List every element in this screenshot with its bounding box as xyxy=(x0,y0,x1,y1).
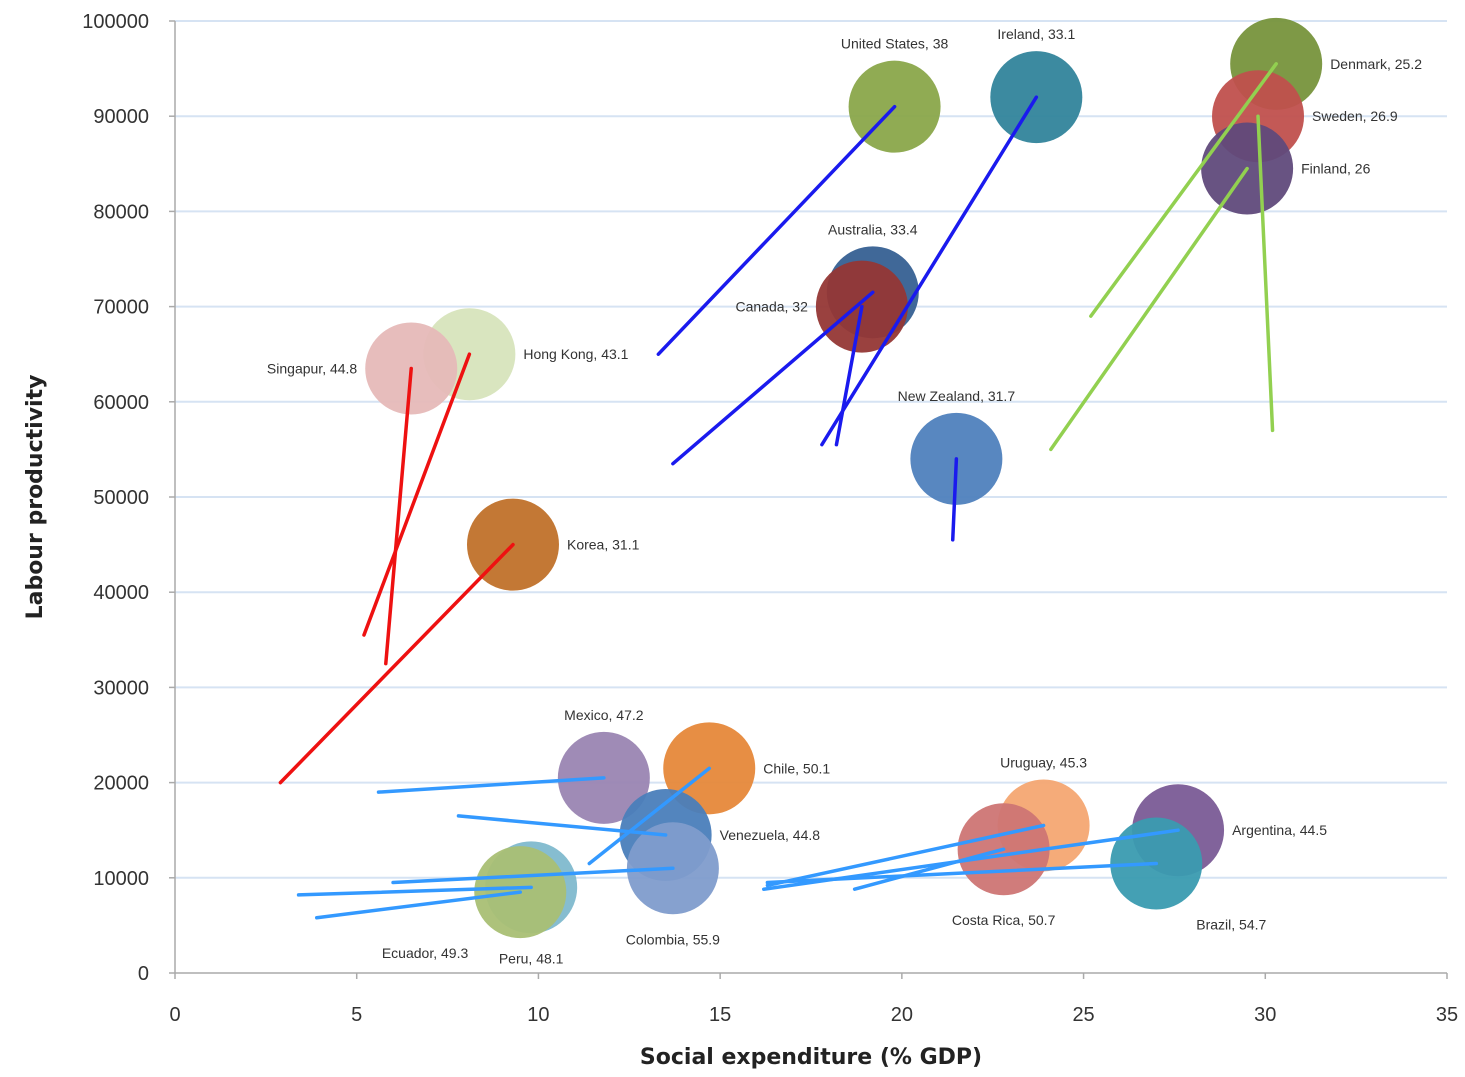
bubble-label: Singapur, 44.8 xyxy=(267,360,358,376)
bubble-label: Peru, 48.1 xyxy=(499,950,564,966)
trend-line xyxy=(765,823,1046,888)
y-axis-title: Labour productivity xyxy=(23,375,48,620)
bubble-label: Sweden, 26.9 xyxy=(1312,108,1398,124)
y-tick-label: 90000 xyxy=(93,106,149,128)
x-tick-label: 30 xyxy=(1254,1004,1276,1026)
y-tick-label: 0 xyxy=(138,963,149,985)
bubble-label: Korea, 31.1 xyxy=(567,537,640,553)
bubble-labels: United States, 38 Ireland, 33.1 Denmark, 2… xyxy=(267,26,1422,966)
trend-line xyxy=(765,861,1159,885)
bubble-label: Chile, 50.1 xyxy=(763,760,830,776)
x-axis-title: Social expenditure (% GDP) xyxy=(640,1045,982,1070)
bubble-label: New Zealand, 31.7 xyxy=(898,388,1016,404)
y-tick-label: 50000 xyxy=(93,487,149,509)
trend-line xyxy=(671,290,875,466)
trend-line xyxy=(362,352,472,637)
y-tick-label: 70000 xyxy=(93,297,149,319)
trend-line xyxy=(834,304,864,447)
trend-line xyxy=(820,95,1039,447)
y-tick-label: 30000 xyxy=(93,677,149,699)
bubble-label: Costa Rica, 50.7 xyxy=(952,912,1056,928)
y-tick-label: 10000 xyxy=(93,868,149,890)
trend-line xyxy=(852,847,1006,891)
bubble-label: Ecuador, 49.3 xyxy=(382,945,469,961)
bubble-label: Denmark, 25.2 xyxy=(1330,56,1422,72)
bubble-label: Hong Kong, 43.1 xyxy=(523,346,628,362)
bubbles xyxy=(365,17,1323,939)
trend-line xyxy=(587,766,711,866)
axes: 0 10000 20000 30000 40000 50000 60000 70000 8000… xyxy=(82,11,1458,1026)
trend-lines xyxy=(278,62,1278,920)
x-tick-label: 5 xyxy=(351,1004,362,1026)
bubble-label: Finland, 26 xyxy=(1301,161,1370,177)
trend-line xyxy=(278,542,515,785)
x-tick-label: 35 xyxy=(1436,1004,1458,1026)
trend-line xyxy=(384,366,413,666)
y-tick-label: 40000 xyxy=(93,582,149,604)
bubble-label: Mexico, 47.2 xyxy=(564,707,644,723)
bubble-label: Argentina, 44.5 xyxy=(1232,822,1327,838)
trend-line xyxy=(656,104,897,356)
x-tick-label: 20 xyxy=(891,1004,913,1026)
bubble-label: Uruguay, 45.3 xyxy=(1000,754,1087,770)
trend-line xyxy=(950,457,959,542)
x-tick-label: 25 xyxy=(1072,1004,1094,1026)
trend-line xyxy=(456,814,668,837)
trend-line xyxy=(376,776,606,794)
bubble-label: Canada, 32 xyxy=(735,299,808,315)
x-tick-label: 15 xyxy=(709,1004,731,1026)
y-tick-label: 20000 xyxy=(93,773,149,795)
bubble-label: Colombia, 55.9 xyxy=(626,931,720,947)
bubble-label: Venezuela, 44.8 xyxy=(720,827,821,843)
y-tick-label: 80000 xyxy=(93,201,149,223)
trend-line xyxy=(296,885,533,897)
x-tick-label: 0 xyxy=(169,1004,180,1026)
y-tick-label: 60000 xyxy=(93,392,149,414)
trend-line xyxy=(314,890,523,920)
y-tick-label: 100000 xyxy=(82,11,149,33)
bubble-label: Ireland, 33.1 xyxy=(997,26,1075,42)
x-tick-label: 10 xyxy=(527,1004,549,1026)
bubble-label: United States, 38 xyxy=(841,36,949,52)
trend-line xyxy=(1049,166,1249,452)
bubble-label: Brazil, 54.7 xyxy=(1196,917,1266,933)
bubble-label: Australia, 33.4 xyxy=(828,221,918,237)
trend-line xyxy=(391,866,675,885)
trend-line xyxy=(1256,114,1275,433)
trend-line xyxy=(1089,62,1278,318)
